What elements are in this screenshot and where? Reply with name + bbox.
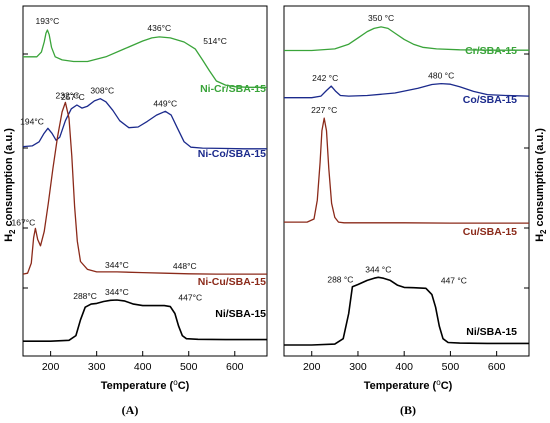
panel-a-x-axis-title: Temperature (oC)	[101, 378, 190, 392]
panel-b-series-labels: Cr/SBA-15 Co/SBA-15 Cu/SBA-15 Ni/SBA-15	[463, 45, 517, 338]
x-tick-label: 300	[349, 361, 367, 373]
peak-label: 242 °C	[312, 73, 338, 83]
peak-label: 193°C	[36, 16, 60, 26]
peak-label: 449°C	[153, 98, 177, 108]
series-line-ni-co-sba-15	[22, 98, 267, 150]
series-label: Ni-Co/SBA-15	[198, 148, 266, 160]
series-label: Ni/SBA-15	[466, 326, 517, 338]
x-tick-label: 400	[134, 361, 152, 373]
peak-label: 288 °C	[327, 275, 353, 285]
panel-b-series	[284, 26, 530, 346]
peak-label: 436°C	[147, 23, 171, 33]
panel-a-y-axis-title: H2 consumption (a.u.)	[3, 128, 17, 242]
x-tick-label: 600	[488, 361, 506, 373]
series-label: Ni-Cu/SBA-15	[198, 276, 266, 288]
series-label: Ni-Cr/SBA-15	[200, 83, 266, 95]
panel-b-label: (B)	[400, 403, 416, 417]
series-label: Cr/SBA-15	[465, 45, 517, 57]
peak-label: 480 °C	[428, 71, 454, 81]
series-line-cu-sba-15	[284, 117, 529, 224]
peak-label: 308°C	[90, 86, 114, 96]
panel-b-y-axis-title: H2 consumption (a.u.)	[534, 128, 548, 242]
peak-label: 447 °C	[441, 275, 467, 285]
panel-b: 200 300 400 500 600 350 °C 242 °C 480 °C 227 °C…	[283, 5, 530, 417]
peak-label: 232°C	[56, 90, 80, 100]
panel-a-y-ticks	[23, 53, 28, 289]
peak-label: 167°C	[12, 217, 36, 227]
peak-label: 194°C	[20, 116, 44, 126]
peak-label: 447°C	[178, 293, 202, 303]
peak-label: 448°C	[173, 261, 197, 271]
series-line-ni-cr-sba-15	[23, 29, 267, 88]
series-line-ni-sba-15	[284, 276, 529, 346]
peak-label: 344°C	[105, 260, 129, 270]
panel-a-label: (A)	[122, 403, 139, 417]
series-line-ni-sba-15	[23, 299, 267, 342]
peak-label: 514°C	[203, 36, 227, 46]
panel-a-series-labels: Ni-Cr/SBA-15 Ni-Co/SBA-15 Ni-Cu/SBA-15 Ni/S…	[198, 83, 266, 320]
panel-b-frame	[283, 5, 530, 357]
x-tick-label: 200	[303, 361, 321, 373]
panel-a-peak-labels: 193°C 436°C 514°C 194°C 257°C 308°C 449°C 232°C…	[12, 16, 227, 303]
peak-label: 288°C	[73, 291, 97, 301]
series-line-ni-cu-sba-15	[22, 101, 267, 275]
panel-b-x-ticks: 200 300 400 500 600	[303, 351, 506, 373]
panel-b-y-ticks	[524, 53, 529, 289]
x-tick-label: 400	[395, 361, 413, 373]
panel-a-series	[22, 29, 267, 342]
peak-label: 350 °C	[368, 13, 394, 23]
series-label: Cu/SBA-15	[463, 226, 517, 238]
panel-a-x-ticks: 200 300 400 500 600	[42, 351, 244, 373]
peak-label: 257°C	[61, 92, 85, 102]
x-tick-label: 200	[42, 361, 60, 373]
x-tick-label: 300	[88, 361, 106, 373]
panel-b-peak-labels: 350 °C 242 °C 480 °C 227 °C 288 °C 344 °C 447 …	[311, 13, 467, 285]
x-tick-label: 500	[442, 361, 460, 373]
peak-label: 227 °C	[311, 105, 337, 115]
series-label: Co/SBA-15	[463, 94, 517, 106]
peak-label: 344°C	[105, 287, 129, 297]
panel-a: 200 300 400 500 600 193°C 436°C 514°C 194°C 257°…	[12, 5, 268, 417]
series-line-co-sba-15	[284, 82, 530, 99]
panel-a-frame	[22, 5, 268, 357]
panel-b-x-axis-title: Temperature (oC)	[364, 378, 453, 392]
series-label: Ni/SBA-15	[215, 308, 266, 320]
series-line-cr-sba-15	[284, 26, 529, 52]
peak-label: 344 °C	[365, 264, 391, 274]
x-tick-label: 600	[226, 361, 244, 373]
x-tick-label: 500	[180, 361, 198, 373]
